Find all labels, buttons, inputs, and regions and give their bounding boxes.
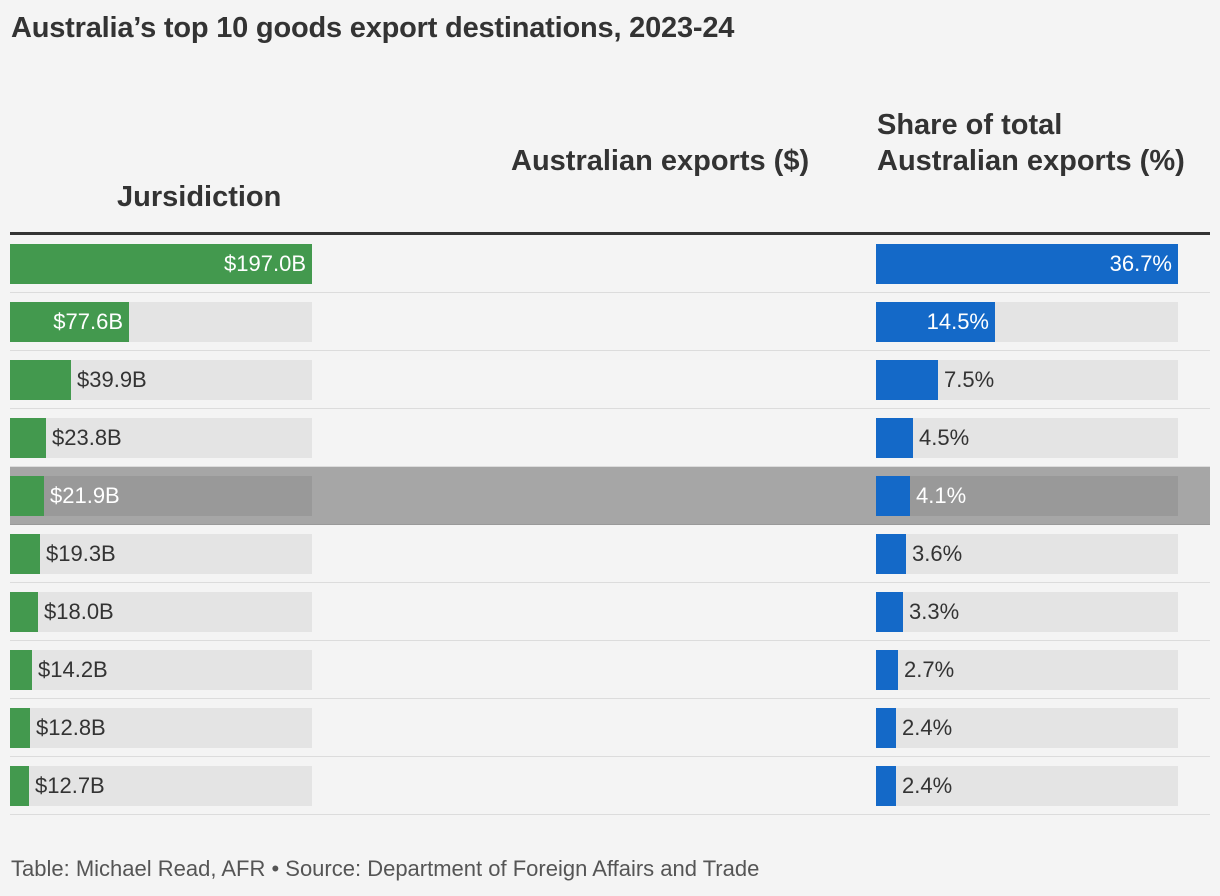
exports-bar [10,360,71,400]
exports-value-label: $21.9B [50,483,120,508]
share-bar [876,534,906,574]
share-value-label: 2.4% [902,715,953,740]
exports-bar [10,476,44,516]
share-value-label: 4.5% [919,425,970,450]
share-bar-track: 2.4% [876,766,1178,806]
share-bar [876,360,938,400]
exports-bar-track: $14.2B [10,650,312,690]
exports-value-label: $14.2B [38,657,108,682]
share-value-label: 14.5% [926,309,989,334]
share-bar [876,244,1178,284]
exports-bar-track: $12.8B [10,708,312,748]
exports-value-label: $23.8B [52,425,122,450]
table-row: 3South Korea$39.9B7.5% [10,351,1210,409]
exports-bar-track: $19.3B [10,534,312,574]
share-bar-track: 2.4% [876,708,1178,748]
table-row: 4India$23.8B4.5% [10,409,1210,467]
table-row: 5United States$21.9B4.1% [10,467,1210,525]
exports-value-label: $39.9B [77,367,147,392]
share-value-label: 3.6% [912,541,963,566]
share-bar [876,302,995,342]
header-jurisdiction: Jursidiction [117,181,282,213]
share-bar-track: 4.5% [876,418,1178,458]
exports-bar-track: $77.6B [10,302,312,342]
exports-bar [10,766,29,806]
share-value-label: 2.7% [904,657,955,682]
share-value-label: 2.4% [902,773,953,798]
table-row: 9Indonesia$12.8B2.4% [10,699,1210,757]
share-bar-track: 3.3% [876,592,1178,632]
share-bar [876,476,910,516]
exports-bar [10,244,312,284]
exports-value-label: $19.3B [46,541,116,566]
share-bar [876,650,898,690]
share-value-label: 3.3% [909,599,960,624]
exports-bar-track: $39.9B [10,360,312,400]
table-row: 7Singapore$18.0B3.3% [10,583,1210,641]
share-bar-track: 3.6% [876,534,1178,574]
header-share: Share of total Australian exports (%) [877,109,1185,177]
share-bar-track: 4.1% [876,476,1178,516]
table-row: 8Hong Kong$14.2B2.7% [10,641,1210,699]
table-row: 6Taiwan$19.3B3.6% [10,525,1210,583]
share-bar-track: 36.7% [876,244,1178,284]
share-bar [876,592,903,632]
share-bar [876,418,913,458]
share-bar-track: 7.5% [876,360,1178,400]
exports-bar [10,650,32,690]
share-value-label: 7.5% [944,367,995,392]
share-bar [876,766,896,806]
table-row: 10New Zealand$12.7B2.4% [10,757,1210,815]
share-bar [876,708,896,748]
exports-bar-track: $18.0B [10,592,312,632]
exports-bar-track: $23.8B [10,418,312,458]
exports-value-label: $12.7B [35,773,105,798]
exports-bar-track: $12.7B [10,766,312,806]
chart-title: Australia’s top 10 goods export destinat… [11,12,735,44]
exports-bar [10,302,129,342]
table-body: 1China$197.0B36.7%2Japan$77.6B14.5%3Sout… [10,235,1210,815]
exports-bar [10,708,30,748]
exports-value-label: $18.0B [44,599,114,624]
share-bar-track: 14.5% [876,302,1178,342]
header-divider [10,232,1210,235]
exports-bar-track: $197.0B [10,244,312,284]
exports-value-label: $197.0B [224,251,306,276]
source-footer: Table: Michael Read, AFR • Source: Depar… [11,856,760,881]
share-value-label: 4.1% [916,483,967,508]
exports-bar [10,534,40,574]
header-exports: Australian exports ($) [511,145,810,177]
exports-bar [10,418,46,458]
exports-value-label: $12.8B [36,715,106,740]
exports-bar [10,592,38,632]
exports-bar-track: $21.9B [10,476,312,516]
share-value-label: 36.7% [1109,251,1172,276]
exports-value-label: $77.6B [53,309,123,334]
share-bar-track: 2.7% [876,650,1178,690]
